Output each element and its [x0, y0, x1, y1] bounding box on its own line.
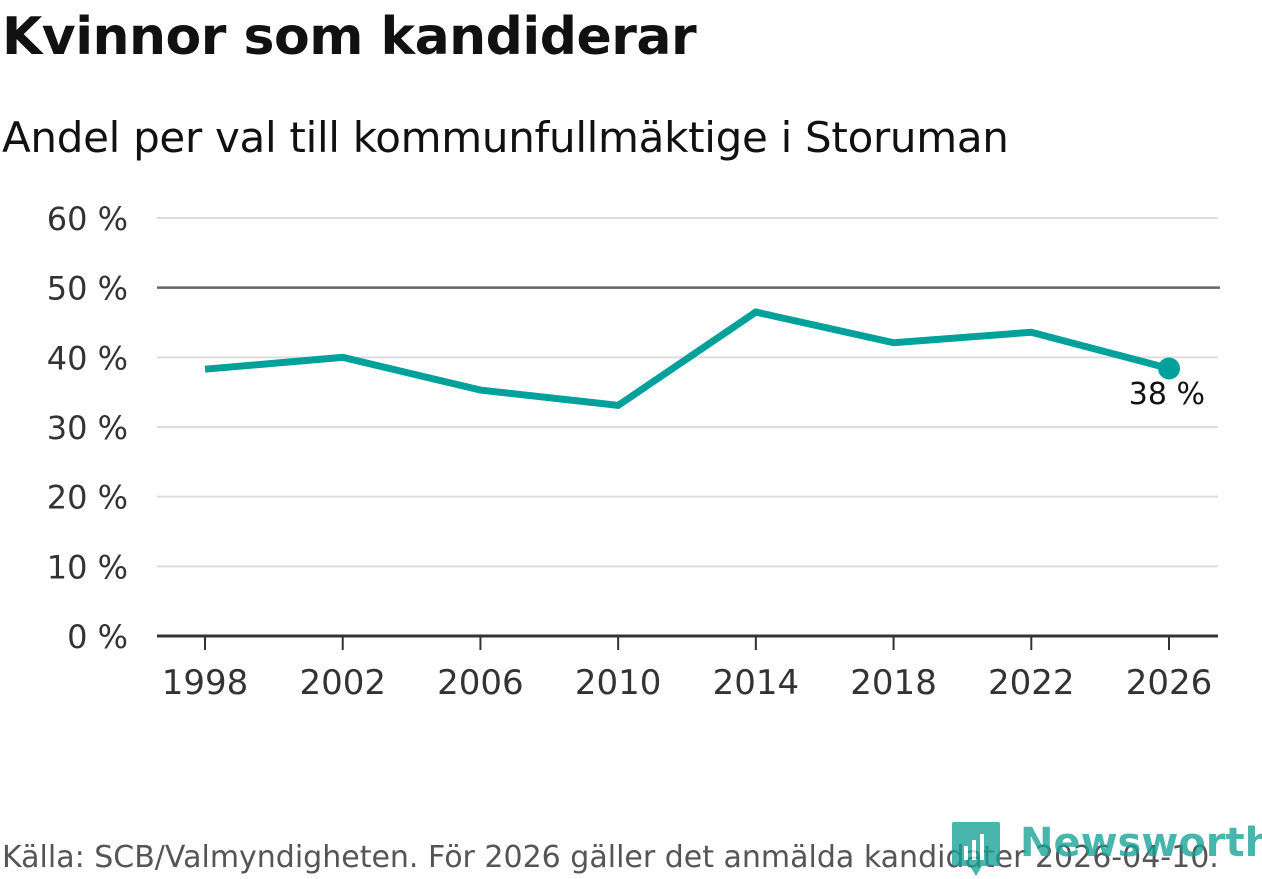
y-tick-label: 30 %: [47, 409, 128, 447]
x-tick-label: 1998: [162, 663, 249, 703]
x-tick-label: 2010: [575, 663, 662, 703]
end-point-marker: [1158, 357, 1180, 380]
x-tick-label: 2006: [437, 663, 524, 703]
y-tick-label: 10 %: [47, 548, 128, 586]
y-tick-label: 50 %: [47, 270, 128, 308]
x-tick-label: 2018: [850, 663, 937, 703]
chart-subtitle: Andel per val till kommunfullmäktige i S…: [2, 113, 1009, 162]
y-tick-label: 40 %: [47, 339, 128, 377]
newsworthy-logo: Newsworthy: [952, 820, 1262, 878]
brand-name: Newsworthy: [1020, 820, 1262, 866]
source-note: Källa: SCB/Valmyndigheten. För 2026 gäll…: [2, 840, 1219, 875]
x-tick-label: 2026: [1126, 663, 1213, 703]
x-tick-label: 2002: [299, 663, 386, 703]
chart-title: Kvinnor som kandiderar: [2, 7, 697, 67]
y-tick-label: 20 %: [47, 479, 128, 517]
x-tick-label: 2022: [988, 663, 1075, 703]
series-line-andel-kvinnor: [204, 308, 1170, 410]
y-tick-label: 0 %: [67, 618, 128, 656]
x-tick-label: 2014: [713, 663, 800, 703]
end-value-label: 38 %: [1129, 377, 1205, 412]
y-tick-label: 60 %: [47, 200, 128, 238]
newsworthy-logo-icon: [952, 822, 1000, 876]
